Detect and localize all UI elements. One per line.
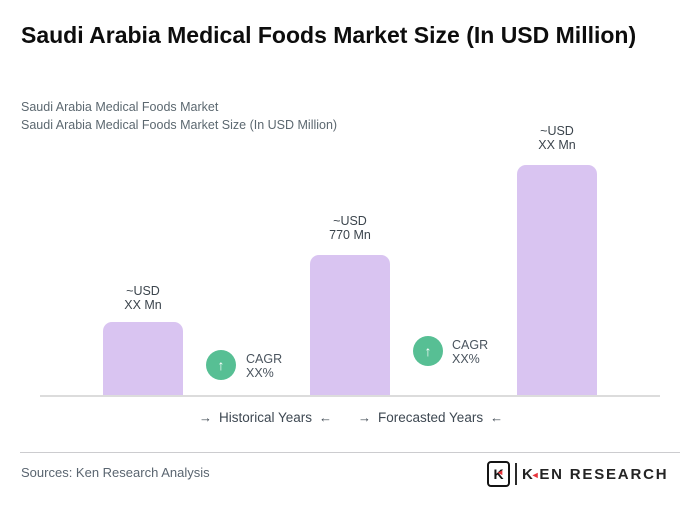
growth-up-arrow-icon: ↑ [413, 336, 443, 366]
sources-note: Sources: Ken Research Analysis [21, 465, 210, 480]
bar-historical [103, 322, 183, 396]
axis-group-label: Forecasted Years [378, 410, 484, 425]
left-arrow-icon: ← [319, 410, 333, 425]
right-arrow-icon: → [358, 410, 371, 425]
axis-group-label: Historical Years [219, 410, 313, 425]
red-arrow-accent-icon: ◄ [530, 469, 542, 480]
bar-base-year [310, 255, 390, 396]
growth-up-arrow-icon: ↑ [206, 350, 236, 380]
x-axis-baseline [40, 395, 660, 397]
page-title: Saudi Arabia Medical Foods Market Size (… [21, 22, 637, 48]
ken-research-logo: K ◄ K◄EN RESEARCH [487, 461, 668, 487]
logo-wordmark: K◄EN RESEARCH [522, 465, 669, 483]
cagr-annotation: CAGR XX% [452, 338, 489, 366]
cagr-annotation: CAGR XX% [246, 352, 283, 380]
bar-value-label: ~USD XX Mn [538, 124, 576, 152]
footer-divider [20, 452, 680, 453]
logo-divider [515, 463, 517, 485]
left-arrow-icon: ← [490, 410, 504, 425]
logo-k-shield-icon: K ◄ [487, 461, 510, 487]
red-arrow-accent-icon: ◄ [496, 468, 504, 477]
bar-forecast [517, 165, 597, 396]
subtitle-line-1: Saudi Arabia Medical Foods Market [21, 100, 219, 114]
bar-value-label: ~USD XX Mn [124, 284, 162, 312]
subtitle-line-2: Saudi Arabia Medical Foods Market Size (… [21, 118, 338, 132]
bar-value-label: ~USD 770 Mn [329, 214, 371, 242]
right-arrow-icon: → [199, 410, 212, 425]
axis-group-forecasted: → Forecasted Years ← [358, 410, 503, 425]
subtitle: Saudi Arabia Medical Foods Market Saudi … [21, 98, 337, 134]
axis-group-historical: → Historical Years ← [199, 410, 332, 425]
